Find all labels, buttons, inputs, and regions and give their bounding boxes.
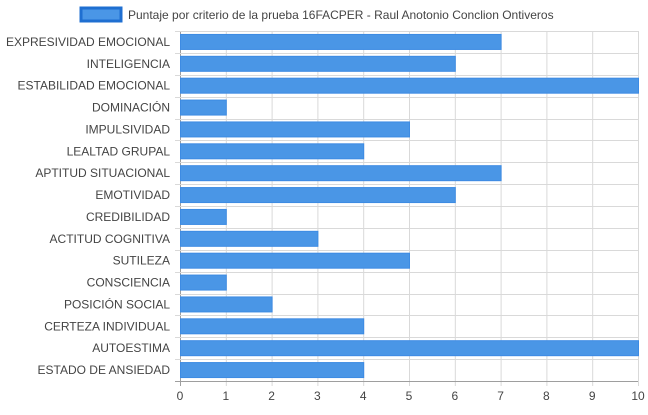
bar — [180, 121, 410, 138]
bar — [180, 274, 227, 291]
bar — [180, 77, 639, 94]
category-label: EMOTIVIDAD — [95, 188, 170, 202]
category-label: ESTADO DE ANSIEDAD — [38, 363, 171, 377]
category-label: APTITUD SITUACIONAL — [35, 166, 170, 180]
x-tick-label: 9 — [589, 389, 596, 403]
x-axis-tick-labels: 0 1 2 3 4 5 6 7 8 9 10 — [177, 389, 645, 403]
category-label: CERTEZA INDIVIDUAL — [44, 319, 170, 333]
category-label: CONSCIENCIA — [87, 276, 170, 290]
bar — [180, 208, 227, 225]
category-label: EXPRESIVIDAD EMOCIONAL — [6, 35, 170, 49]
bar — [180, 33, 502, 50]
legend[interactable]: Puntaje por criterio de la prueba 16FACP… — [79, 6, 554, 23]
category-label: SUTILEZA — [113, 254, 170, 268]
category-label: ACTITUD COGNITIVA — [50, 232, 170, 246]
x-tick-label: 0 — [177, 389, 184, 403]
bar — [180, 318, 365, 335]
x-tick-label: 8 — [543, 389, 550, 403]
bar — [180, 252, 410, 269]
x-tick-label: 1 — [222, 389, 229, 403]
category-label: CREDIBILIDAD — [86, 210, 170, 224]
x-tick-label: 6 — [451, 389, 458, 403]
bar — [180, 230, 319, 247]
category-label: ESTABILIDAD EMOCIONAL — [18, 79, 171, 93]
bar — [180, 165, 502, 182]
category-label: POSICIÓN SOCIAL — [64, 296, 170, 311]
legend-swatch — [79, 6, 123, 23]
legend-label: Puntaje por criterio de la prueba 16FACP… — [128, 8, 554, 22]
bar — [180, 55, 456, 72]
category-label: IMPULSIVIDAD — [85, 122, 170, 136]
category-label: INTELIGENCIA — [87, 57, 170, 71]
category-label: DOMINACIÓN — [92, 100, 170, 115]
x-tick-label: 10 — [631, 389, 645, 403]
x-tick-label: 3 — [314, 389, 321, 403]
category-label: LEALTAD GRUPAL — [67, 144, 171, 158]
bars — [180, 33, 639, 379]
bar — [180, 143, 365, 160]
bar — [180, 296, 273, 313]
x-tick-label: 5 — [406, 389, 413, 403]
bar — [180, 362, 365, 379]
bar — [180, 99, 227, 116]
category-label: AUTOESTIMA — [92, 341, 170, 355]
bar — [180, 340, 639, 357]
x-tick-label: 7 — [497, 389, 504, 403]
bar — [180, 187, 456, 204]
x-tick-label: 4 — [360, 389, 367, 403]
x-tick-label: 2 — [268, 389, 275, 403]
category-labels: EXPRESIVIDAD EMOCIONAL INTELIGENCIA ESTABI… — [6, 35, 170, 377]
